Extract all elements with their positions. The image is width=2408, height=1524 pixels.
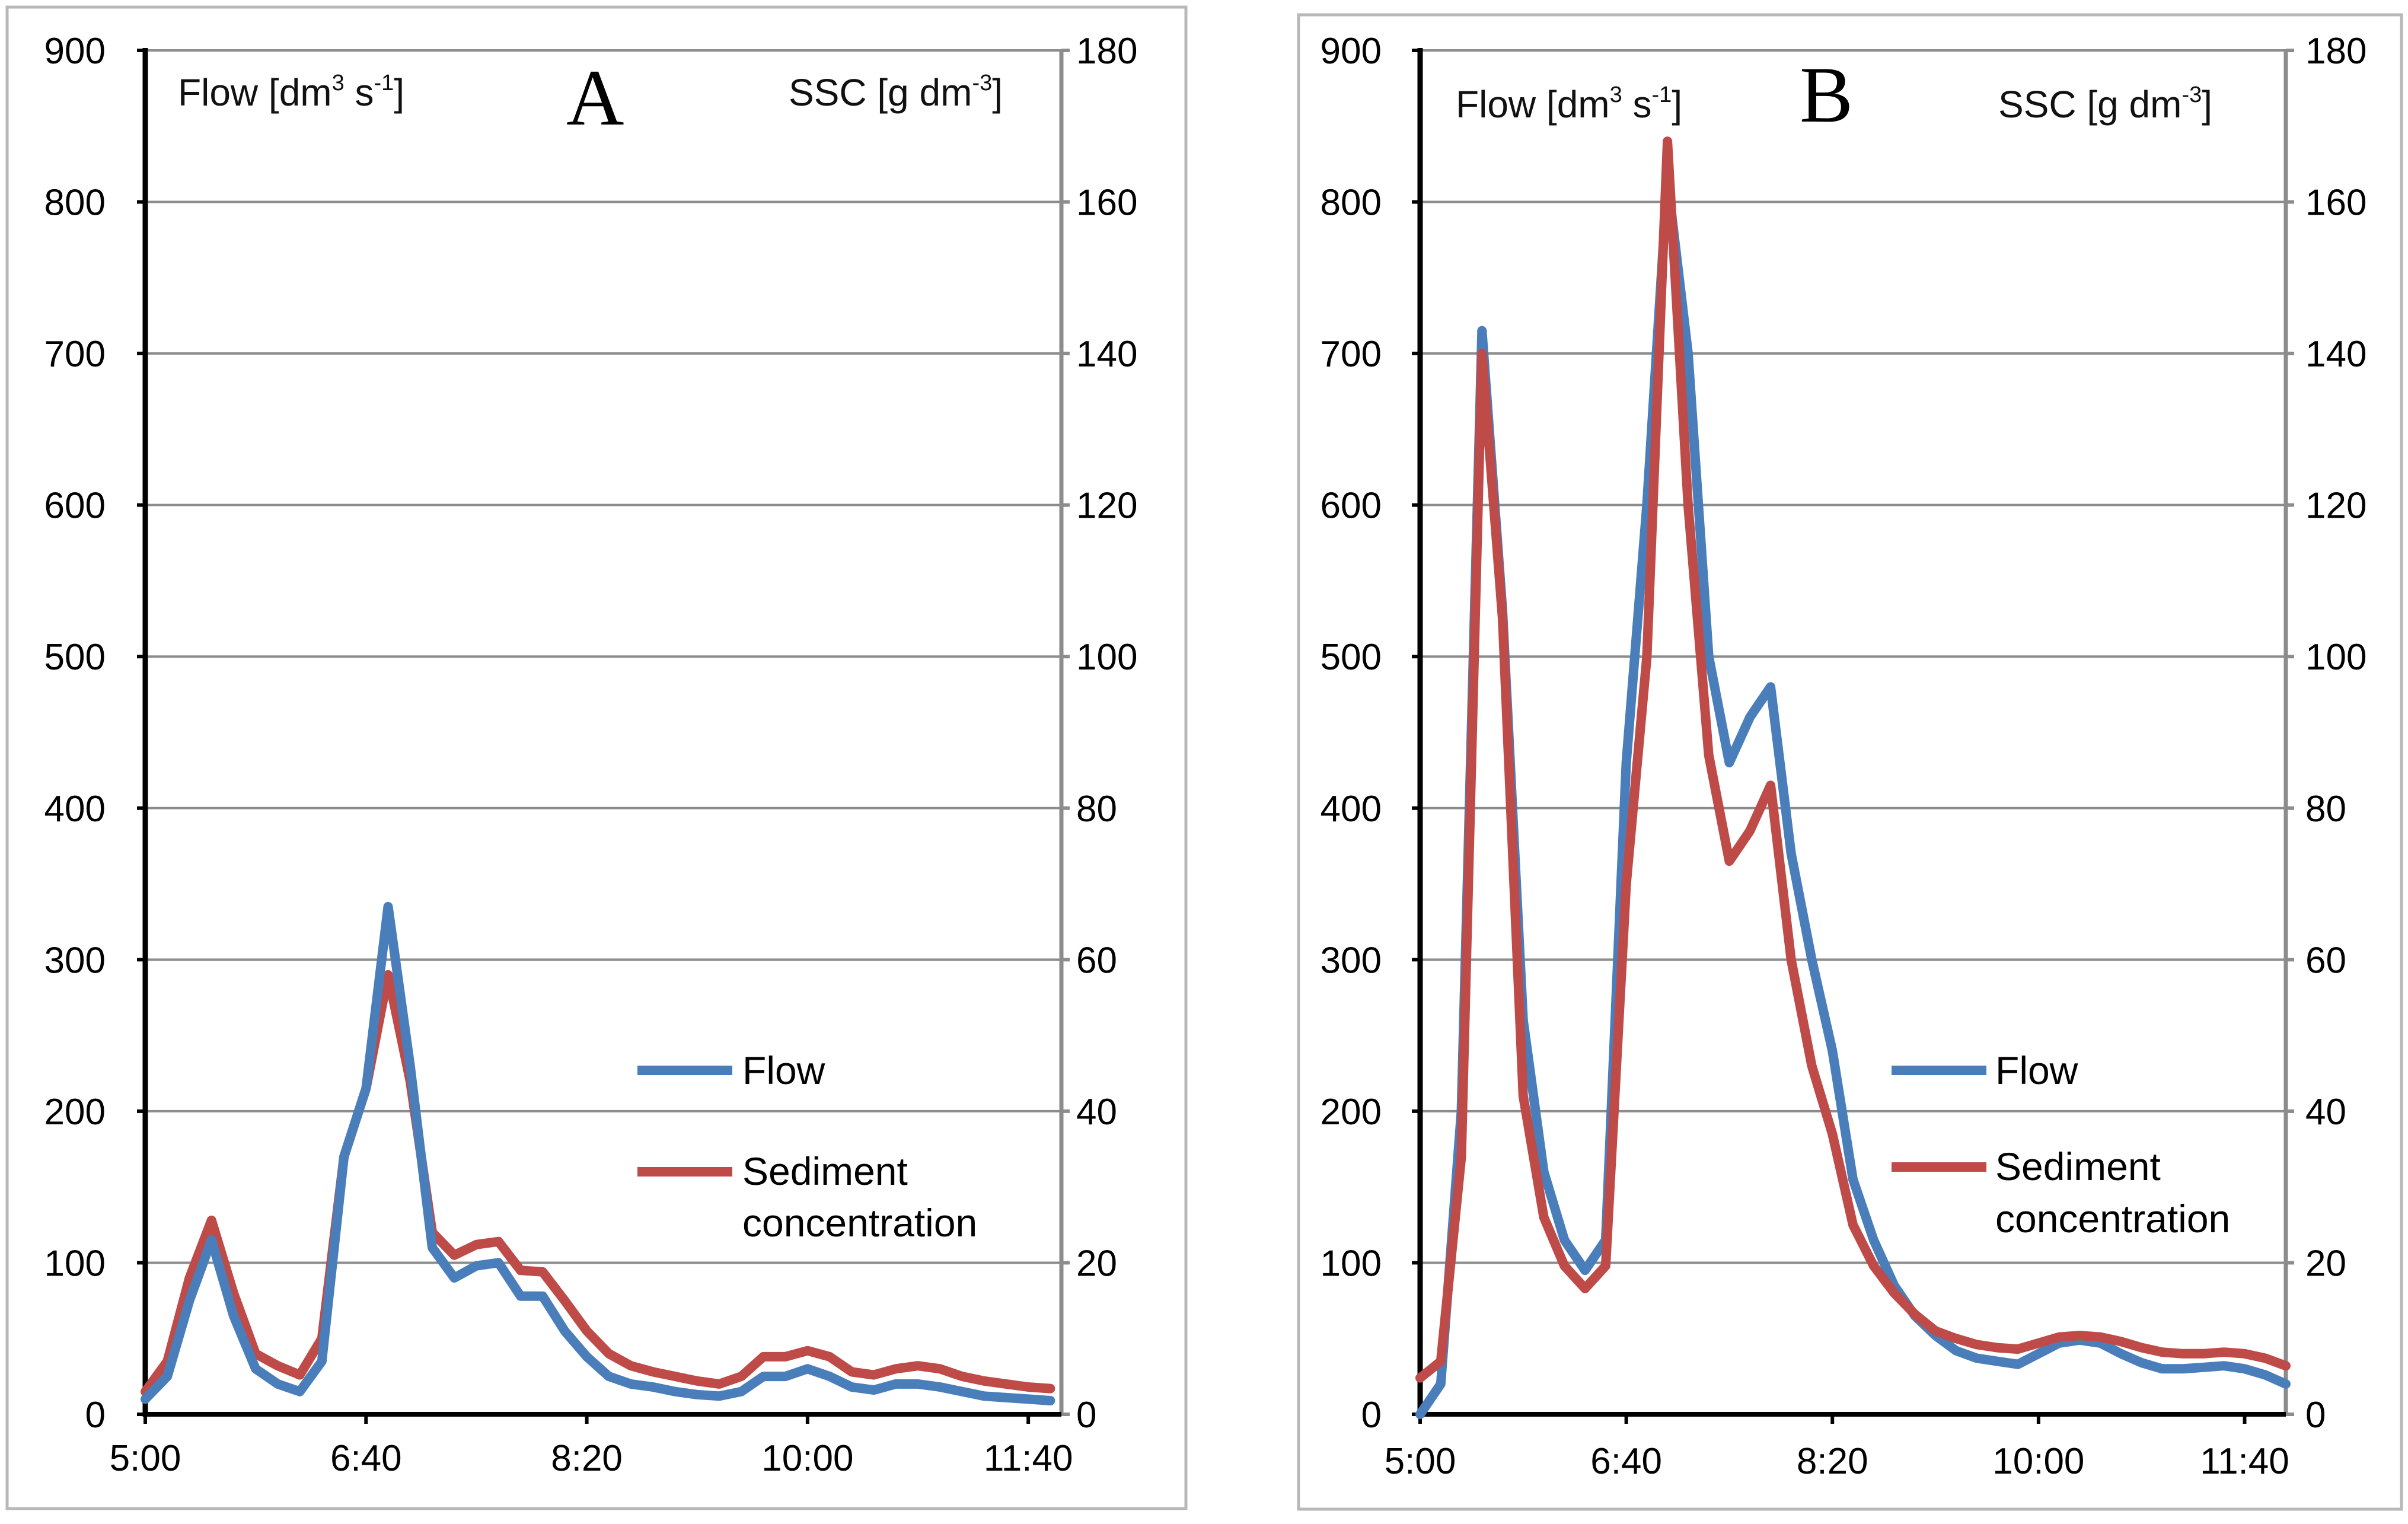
panel-b-right-tick-label: 80	[2305, 789, 2346, 830]
panel-a-right-tick-label: 40	[1076, 1092, 1117, 1133]
panel-a-right-tick-label: 100	[1076, 637, 1137, 678]
panel-b-gridlines	[1420, 49, 2286, 1264]
panel-b-right-tick-label: 60	[2305, 940, 2346, 981]
panel-b-legend-sediment-label-2: concentration	[1995, 1197, 2230, 1241]
panel-a-sediment-line	[141, 970, 1055, 1397]
panel-a-axes	[142, 48, 1064, 1417]
panel-b-left-axis-label: Flow [dm3 s-1]	[1456, 82, 1682, 126]
panel-a-right-tick-label: 20	[1076, 1243, 1117, 1284]
panel-b-right-tick-label: 160	[2305, 183, 2366, 224]
panel-a-left-tick-label: 200	[44, 1092, 106, 1133]
panel-a-left-tick-label: 100	[44, 1243, 106, 1284]
panel-b-letter: B	[1800, 51, 1853, 139]
panel-a-right-tick-label: 120	[1076, 486, 1137, 527]
panel-b-axes	[1417, 48, 2288, 1417]
panel-a-left-tick-label: 700	[44, 334, 106, 375]
panel-a-left-ticks: 0 100 200 300 400 500 600 700 800 900	[44, 31, 145, 1436]
panel-b-flow-line	[1415, 174, 2291, 1419]
panel-b: 0 100 200 300 400 500 600 700 800 900 0 20 40 60 80 10…	[1297, 13, 2403, 1511]
panel-b-x-tick-label: 5:00	[1385, 1441, 1456, 1482]
panel-a-right-axis-label: SSC [g dm-3]	[789, 71, 1003, 114]
panel-b-right-tick-label: 140	[2305, 334, 2366, 375]
panel-b-x-tick-label: 6:40	[1590, 1441, 1662, 1482]
panel-b-right-axis-label: SSC [g dm-3]	[1998, 82, 2212, 126]
panel-b-left-tick-label: 100	[1321, 1243, 1382, 1284]
panel-b-right-tick-label: 120	[2305, 486, 2366, 527]
panel-a-left-tick-label: 500	[44, 637, 106, 678]
panel-a-x-tick-label: 10:00	[761, 1438, 853, 1479]
panel-b-sediment-line	[1415, 136, 2291, 1383]
panel-a-series	[141, 901, 1055, 1405]
panel-a-x-tick-label: 6:40	[330, 1438, 402, 1479]
panel-b-left-tick-label: 800	[1321, 183, 1382, 224]
panel-a-legend: Flow Sediment concentration	[637, 1048, 977, 1245]
panel-a-left-tick-label: 900	[44, 31, 106, 72]
panel-b-left-tick-label: 900	[1321, 31, 1382, 72]
panel-b-left-ticks: 0 100 200 300 400 500 600 700 800 900	[1321, 31, 1420, 1436]
panel-a-right-ticks: 0 20 40 60 80 100 120 140 160 180	[1061, 31, 1137, 1436]
panel-b-legend-sediment-label: Sediment	[1995, 1144, 2161, 1188]
panel-b-frame	[1297, 13, 2403, 1511]
panel-b-x-tick-label: 10:00	[1992, 1441, 2084, 1482]
panel-b-left-tick-label: 0	[1361, 1395, 1382, 1436]
panel-b-left-tick-label: 300	[1321, 940, 1382, 981]
panel-b-legend: Flow Sediment concentration	[1892, 1048, 2230, 1241]
panel-a-x-ticks: 5:00 6:40 8:20 10:00 11:40	[110, 1414, 1073, 1479]
panel-a-x-tick-label: 11:40	[984, 1438, 1073, 1479]
panel-a-left-tick-label: 300	[44, 940, 106, 981]
panel-a-legend-sediment-label-2: concentration	[742, 1201, 977, 1245]
panel-a-legend-flow-label: Flow	[742, 1048, 825, 1092]
panel-a-legend-sediment-label: Sediment	[742, 1149, 908, 1193]
panel-a-left-tick-label: 600	[44, 486, 106, 527]
panel-b-right-tick-label: 180	[2305, 31, 2366, 72]
panel-a-x-tick-label: 8:20	[551, 1438, 623, 1479]
panel-a-right-tick-label: 160	[1076, 183, 1137, 224]
panel-b-series	[1415, 136, 2291, 1419]
panel-b-x-ticks: 5:00 6:40 8:20 10:00 11:40	[1385, 1414, 2289, 1482]
panel-a-right-tick-label: 140	[1076, 334, 1137, 375]
panel-b-left-tick-label: 400	[1321, 789, 1382, 830]
panel-b-right-tick-label: 40	[2305, 1092, 2346, 1133]
panel-a-left-tick-label: 800	[44, 183, 106, 224]
panel-b-left-tick-label: 200	[1321, 1092, 1382, 1133]
panel-a-gridlines	[145, 49, 1061, 1264]
panel-a-right-tick-label: 80	[1076, 789, 1117, 830]
panel-a-left-tick-label: 400	[44, 789, 106, 830]
panel-a-right-tick-label: 60	[1076, 940, 1117, 981]
panel-b-right-ticks: 0 20 40 60 80 100 120 140 160 180	[2286, 31, 2366, 1436]
panel-a-frame	[5, 5, 1188, 1510]
panel-b-right-tick-label: 100	[2305, 637, 2366, 678]
panel-b-right-tick-label: 20	[2305, 1243, 2346, 1284]
panel-a-x-tick-label: 5:00	[110, 1438, 181, 1479]
panel-b-left-tick-label: 500	[1321, 637, 1382, 678]
panel-b-x-tick-label: 8:20	[1797, 1441, 1868, 1482]
panel-a-left-tick-label: 0	[85, 1395, 106, 1436]
panel-b-legend-flow-label: Flow	[1995, 1048, 2078, 1092]
panel-a-left-axis-label: Flow [dm3 s-1]	[178, 71, 404, 114]
panel-a-right-tick-label: 0	[1076, 1395, 1096, 1436]
panel-b-left-tick-label: 700	[1321, 334, 1382, 375]
panel-a-right-tick-label: 180	[1076, 31, 1137, 72]
panel-a-flow-line	[141, 901, 1055, 1405]
panel-a-letter: A	[566, 54, 624, 142]
panel-b-x-tick-label: 11:40	[2200, 1441, 2289, 1482]
panel-b-left-tick-label: 600	[1321, 486, 1382, 527]
panel-a: 0 100 200 300 400 500 600 700 800 900 0 20 40 60 80 10…	[5, 5, 1188, 1510]
panel-b-right-tick-label: 0	[2305, 1395, 2326, 1436]
